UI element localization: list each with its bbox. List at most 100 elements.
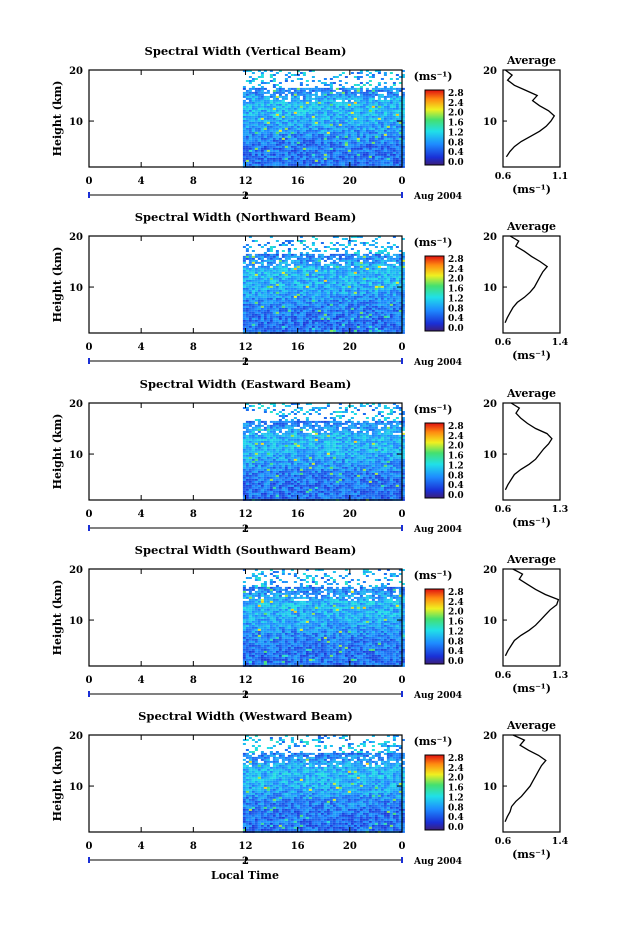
heatmap-cell: [380, 143, 384, 146]
heatmap-cell: [392, 317, 396, 320]
heatmap-cell: [353, 129, 357, 132]
heatmap-cell: [323, 87, 327, 90]
heatmap-cell: [329, 297, 333, 300]
heatmap-cell: [260, 93, 264, 96]
heatmap-cell: [287, 301, 291, 304]
heatmap-cell: [254, 476, 258, 479]
heatmap-cell: [377, 323, 381, 326]
heatmap-cell: [359, 76, 363, 78]
heatmap-cell: [287, 151, 291, 154]
heatmap-cell: [356, 111, 360, 114]
heatmap-cell: [350, 151, 354, 154]
heatmap-cell: [260, 452, 264, 455]
heatmap-cell: [296, 255, 300, 258]
heatmap-cell: [245, 458, 249, 461]
heatmap-cell: [290, 309, 294, 312]
heatmap-cell: [293, 253, 297, 256]
heatmap-cell: [242, 119, 246, 122]
heatmap-cell: [308, 281, 312, 284]
heatmap-cell: [371, 253, 375, 256]
heatmap-cell: [326, 297, 330, 300]
heatmap-cell: [248, 285, 252, 288]
heatmap-cell: [287, 283, 291, 286]
heatmap-cell: [335, 285, 339, 288]
heatmap-cell: [314, 319, 318, 322]
heatmap-cell: [293, 143, 297, 146]
heatmap-cell: [371, 121, 375, 124]
heatmap-cell: [332, 159, 336, 162]
heatmap-cell: [365, 147, 369, 150]
heatmap-cell: [389, 119, 393, 122]
heatmap-cell: [350, 117, 354, 120]
heatmap-cell: [353, 303, 357, 306]
heatmap-cell: [245, 80, 249, 82]
heatmap-cell: [275, 153, 279, 156]
heatmap-cell: [281, 321, 285, 324]
heatmap-cell: [245, 466, 249, 469]
heatmap-cell: [254, 319, 258, 322]
heatmap-cell: [386, 283, 390, 286]
heatmap-cell: [401, 145, 405, 148]
heatmap-cell: [401, 101, 405, 104]
heatmap-cell: [269, 293, 273, 296]
heatmap-cell: [359, 313, 363, 316]
heatmap-cell: [338, 311, 342, 314]
heatmap-cell: [260, 456, 264, 459]
heatmap-cell: [347, 293, 351, 296]
heatmap-cell: [359, 139, 363, 142]
heatmap-cell: [242, 155, 246, 158]
heatmap-cell: [335, 151, 339, 154]
heatmap-cell: [269, 420, 273, 423]
heatmap-cell: [245, 70, 249, 72]
heatmap-cell: [251, 450, 255, 453]
heatmap-cell: [305, 155, 309, 158]
heatmap-cell: [251, 482, 255, 485]
heatmap-cell: [368, 263, 372, 266]
heatmap-cell: [320, 107, 324, 110]
heatmap-cell: [362, 163, 366, 166]
heatmap-cell: [260, 129, 264, 132]
heatmap-cell: [308, 97, 312, 100]
heatmap-cell: [371, 139, 375, 142]
heatmap-cell: [320, 307, 324, 310]
heatmap-cell: [347, 309, 351, 312]
heatmap-cell: [260, 424, 264, 427]
heatmap-cell: [350, 139, 354, 142]
heatmap-cell: [248, 125, 252, 128]
heatmap-cell: [398, 297, 402, 300]
heatmap-cell: [395, 313, 399, 316]
heatmap-cell: [245, 329, 249, 332]
heatmap-cell: [368, 255, 372, 258]
heatmap-cell: [392, 155, 396, 158]
heatmap-cell: [326, 263, 330, 266]
heatmap-cell: [374, 321, 378, 324]
heatmap-cell: [257, 442, 261, 445]
heatmap-cell: [242, 283, 246, 286]
heatmap-cell: [257, 458, 261, 461]
heatmap-cell: [362, 125, 366, 128]
heatmap-cell: [299, 313, 303, 316]
heatmap-cell: [359, 143, 363, 146]
heatmap-cell: [338, 93, 342, 96]
heatmap-cell: [320, 321, 324, 324]
heatmap-cell: [245, 422, 249, 425]
heatmap-cell: [347, 111, 351, 114]
heatmap-cell: [386, 246, 390, 248]
heatmap-cell: [269, 147, 273, 150]
heatmap-cell: [269, 430, 273, 433]
heatmap-cell: [284, 163, 288, 166]
heatmap-cell: [386, 321, 390, 324]
heatmap-cell: [266, 407, 270, 409]
heatmap-cell: [293, 145, 297, 148]
heatmap-cell: [266, 273, 270, 276]
heatmap-cell: [299, 89, 303, 92]
heatmap-cell: [335, 303, 339, 306]
heatmap-cell: [338, 117, 342, 120]
heatmap-cell: [266, 135, 270, 138]
heatmap-cell: [323, 147, 327, 150]
heatmap-cell: [380, 99, 384, 102]
heatmap-cell: [242, 450, 246, 453]
heatmap-cell: [263, 494, 267, 497]
heatmap-cell: [395, 279, 399, 282]
heatmap-cell: [284, 93, 288, 96]
